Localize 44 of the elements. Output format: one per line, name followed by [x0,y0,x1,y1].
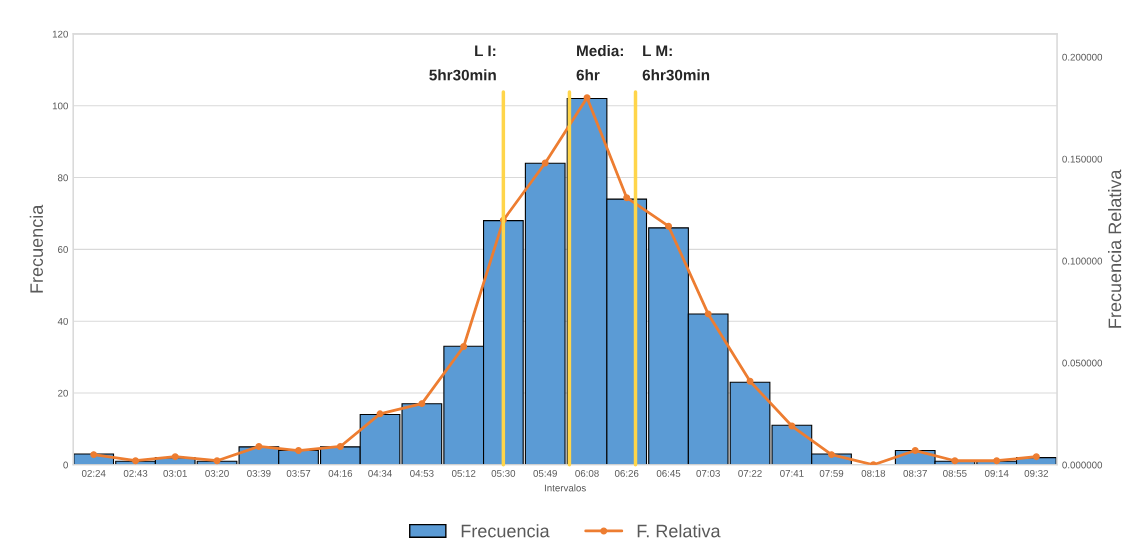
x-tick-label: 03:57 [286,469,311,477]
y-tick-label: 0 [63,461,68,469]
x-tick-label: 08:37 [903,469,927,477]
x-tick-label: 07:03 [696,469,720,477]
x-tick-label: 04:16 [328,469,353,477]
x-tick-label: 04:34 [368,469,392,477]
x-tick-label: 05:12 [451,469,476,477]
x-axis-title: Intervalos [544,484,586,492]
x-tick-label: 07:59 [819,469,844,477]
x-tick-label: 06:08 [575,469,599,477]
y-tick-label: 60 [58,246,68,253]
y-tick-label: 20 [58,389,68,397]
x-tick-label: 03:39 [247,469,271,477]
x-tick-label: 07:22 [738,469,762,477]
x-tick-label: 09:14 [984,469,1009,477]
x-tick-label: 03:01 [163,469,187,477]
x-tick-label: 04:53 [410,469,434,477]
legend-label: F. Relativa [637,524,721,538]
x-tick-label: 06:26 [614,469,639,477]
x-tick-label: 09:32 [1024,469,1049,477]
x-tick-label: 03:20 [205,469,229,477]
x-tick-label: 08:55 [943,469,967,477]
legend-label: Frecuencia [461,524,550,538]
ref-line-label: L M: 6hr30min [642,45,710,81]
y2-tick-label: 0.200000 [1062,53,1103,61]
x-tick-label: 05:49 [533,469,557,477]
x-tick-label: 05:30 [491,469,516,477]
ref-line-label: L I: 5hr30min [429,45,496,81]
y2-tick-label: 0.050000 [1062,359,1103,367]
y-tick-label: 80 [57,174,68,182]
y2-axis-title: Frecuencia Relativa [1108,169,1122,328]
y-tick-label: 40 [57,317,68,325]
y-tick-label: 100 [52,102,68,110]
x-tick-label: 07:41 [780,469,804,477]
y2-tick-label: 0.150000 [1062,155,1103,163]
x-tick-label: 08:18 [861,469,886,477]
y2-tick-label: 0.000000 [1062,461,1103,469]
ref-line-label: Media: 6hr [576,45,623,81]
x-tick-label: 02:43 [123,469,148,477]
x-tick-label: 06:45 [656,469,681,477]
y2-tick-label: 0.100000 [1062,257,1103,265]
y-tick-label: 120 [52,30,68,38]
x-tick-label: 02:24 [81,469,106,477]
y-axis-title: Frecuencia [29,204,44,293]
